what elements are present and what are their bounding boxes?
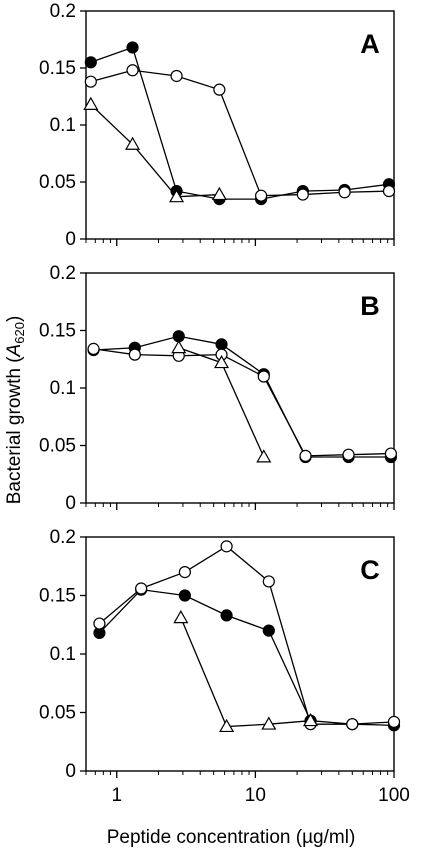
series-open-circle: [84, 64, 396, 202]
data-point-open-circle: [170, 69, 183, 83]
y-axis-title-prefix: Bacterial growth (: [4, 356, 25, 505]
series-line: [99, 545, 395, 725]
series-line: [93, 348, 391, 457]
data-point-open-circle: [126, 64, 139, 77]
data-point-triangle: [261, 716, 277, 730]
data-point-open-circle: [296, 188, 309, 201]
plot-frame: [85, 536, 395, 772]
series-open-triangle: [173, 610, 319, 733]
data-point-triangle: [173, 610, 189, 624]
y-axis-title: Bacterial growth (A620): [4, 316, 27, 505]
y-tick-label: 0.05: [39, 436, 76, 457]
data-point-open-circle: [178, 565, 191, 579]
series-line: [93, 335, 391, 458]
y-tick-label: 0.15: [39, 321, 76, 342]
data-point-open-circle: [93, 617, 106, 630]
data-point-triangle: [125, 136, 141, 150]
y-tick-label: 0.2: [50, 527, 76, 548]
panels-layer: 0 0.05 0.1 0.15 0.2 A 0 0.05 0.1 0.15 0.2 B 0 0.05 0.1…: [39, 1, 410, 806]
y-tick-label: 0: [65, 229, 76, 250]
series-open-circle: [93, 540, 401, 731]
data-point-triangle: [83, 96, 99, 110]
x-tick-label: 10: [245, 785, 266, 806]
data-point-triangle: [219, 718, 235, 733]
data-point-open-circle: [87, 342, 100, 355]
panel-label: B: [360, 291, 380, 321]
data-point-triangle: [211, 186, 227, 201]
data-point-open-circle: [128, 348, 141, 361]
panel-c: 0 0.05 0.1 0.15 0.2 1 10 100 C: [39, 527, 410, 806]
data-point-open-circle: [384, 447, 398, 460]
y-axis-title-symbol: A: [4, 344, 25, 358]
data-point-open-circle: [342, 448, 355, 461]
y-tick-label: 0.1: [50, 644, 76, 665]
data-point-open-circle: [262, 575, 275, 588]
data-point-filled-circle: [84, 56, 97, 69]
series-open-triangle: [83, 96, 227, 203]
data-point-triangle: [303, 712, 319, 727]
y-tick-label: 0.2: [50, 1, 76, 22]
data-point-filled-circle: [220, 609, 233, 622]
x-tick-label: 100: [378, 785, 410, 806]
series-line: [90, 69, 389, 197]
series-filled-circle: [93, 583, 401, 732]
data-point-filled-circle: [215, 338, 228, 351]
x-tick-label: 1: [111, 785, 122, 806]
data-point-open-circle: [382, 185, 396, 198]
data-point-open-circle: [84, 75, 97, 88]
y-tick-label: 0: [65, 761, 76, 782]
y-tick-label: 0: [65, 493, 76, 514]
data-point-open-circle: [255, 189, 268, 202]
data-point-triangle: [214, 354, 230, 369]
series-line: [180, 617, 311, 728]
panel-a: 0 0.05 0.1 0.15 0.2 A: [39, 1, 396, 250]
y-tick-label: 0.1: [50, 115, 76, 136]
series-line: [90, 104, 220, 198]
data-point-open-circle: [299, 449, 312, 462]
series-open-triangle: [171, 340, 272, 463]
data-point-triangle: [171, 340, 187, 354]
y-tick-label: 0.05: [39, 703, 76, 724]
y-tick-label: 0.15: [39, 58, 76, 79]
panel-label: C: [360, 555, 380, 585]
data-point-filled-circle: [262, 624, 275, 637]
data-point-open-circle: [213, 83, 226, 96]
data-point-open-circle: [346, 718, 359, 731]
y-tick-label: 0.2: [50, 263, 76, 284]
y-axis-title-suffix: ): [4, 316, 25, 322]
panel-b: 0 0.05 0.1 0.15 0.2 B: [39, 263, 398, 514]
y-tick-label: 0.15: [39, 586, 76, 607]
y-axis-title-subscript: 620: [12, 322, 27, 344]
data-point-open-circle: [220, 540, 233, 553]
series-line: [98, 588, 395, 727]
y-tick-label: 0.05: [39, 172, 76, 193]
data-point-open-circle: [387, 715, 401, 728]
data-point-triangle: [256, 449, 272, 463]
y-tick-label: 0.1: [50, 378, 76, 399]
data-point-filled-circle: [126, 41, 139, 54]
data-point-open-circle: [135, 582, 148, 595]
series-open-circle: [87, 342, 398, 462]
x-axis-title: Peptide concentration (µg/ml): [107, 827, 356, 848]
plot-frame: [85, 272, 395, 504]
data-point-filled-circle: [178, 589, 191, 602]
data-point-triangle: [169, 189, 185, 203]
data-point-open-circle: [338, 186, 351, 199]
panel-label: A: [360, 29, 380, 59]
data-point-open-circle: [257, 370, 270, 383]
